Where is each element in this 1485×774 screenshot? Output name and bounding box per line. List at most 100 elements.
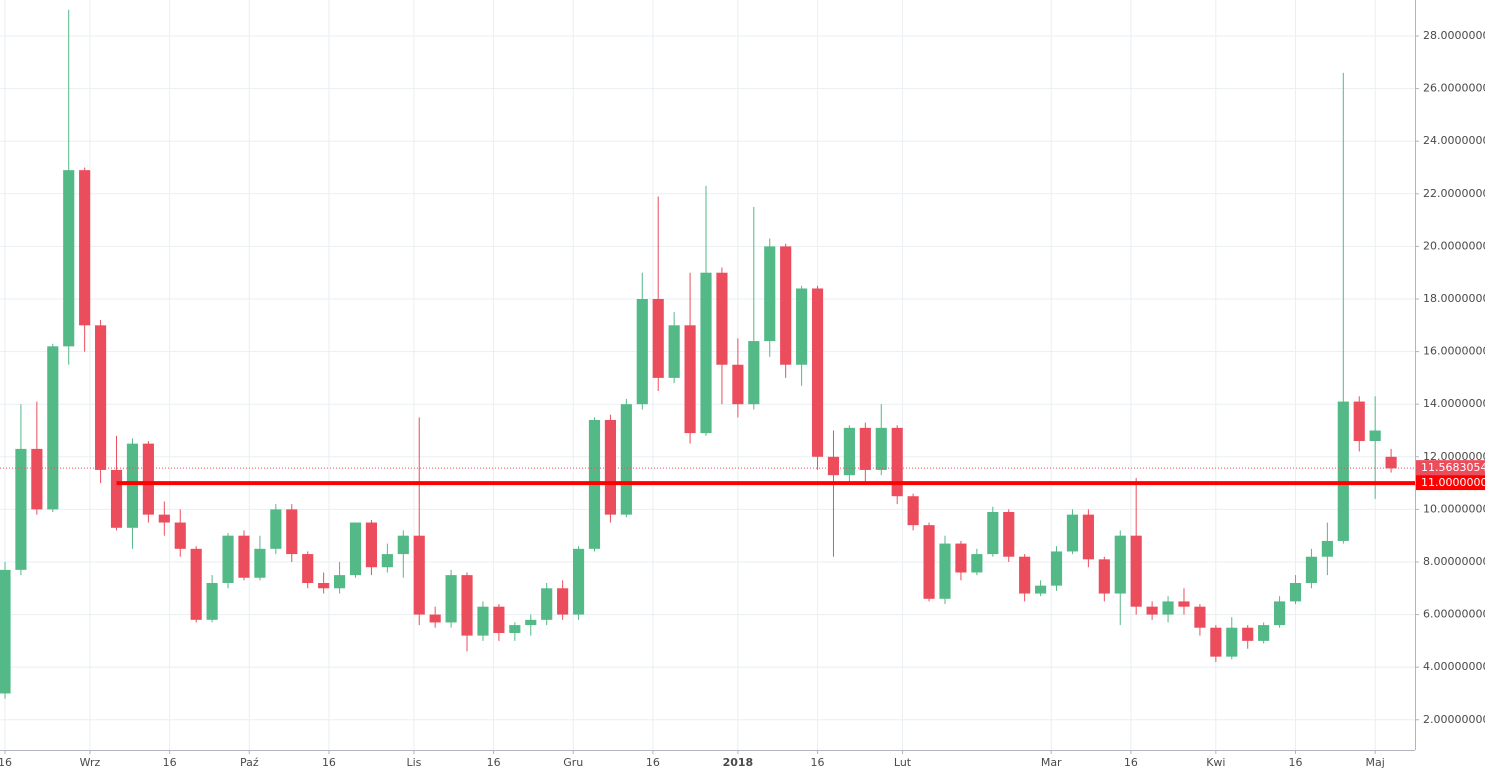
candle — [1082, 509, 1094, 568]
candle — [732, 338, 744, 418]
y-tick-label: 10.00000000 — [1423, 502, 1485, 515]
candle-body — [95, 325, 107, 470]
candle-body — [939, 543, 951, 599]
candle-body — [1066, 514, 1079, 552]
candle — [477, 601, 489, 641]
candle — [843, 425, 855, 484]
candle — [254, 535, 266, 581]
y-tick-label: 18.00000000 — [1423, 292, 1485, 305]
x-tick-label: Kwi — [1206, 756, 1225, 769]
candle — [811, 285, 824, 470]
candle-body — [509, 625, 521, 633]
candle-body — [859, 427, 871, 470]
y-tick-label: 22.00000000 — [1423, 187, 1485, 200]
candle — [333, 561, 346, 594]
candle — [158, 501, 170, 536]
candle-body — [1242, 627, 1254, 641]
candle-body — [668, 325, 680, 378]
candle-body — [1258, 625, 1270, 641]
candle — [652, 196, 664, 392]
candle — [620, 398, 632, 518]
candle-body — [875, 427, 887, 470]
candle — [1289, 575, 1302, 605]
candle — [907, 493, 919, 531]
candle-body — [1194, 606, 1206, 628]
candle — [31, 401, 43, 515]
candle-body — [333, 575, 346, 589]
candle — [47, 343, 59, 513]
candle — [1321, 522, 1333, 576]
candle-body — [1003, 512, 1015, 557]
candle — [1019, 554, 1031, 602]
candle-body — [652, 299, 664, 378]
candle — [493, 604, 505, 641]
candle-body — [47, 346, 59, 510]
candle — [302, 551, 314, 589]
candle — [1130, 477, 1142, 615]
candle — [1114, 530, 1126, 626]
candle — [397, 530, 409, 578]
candle — [190, 546, 202, 623]
candle — [270, 504, 282, 555]
candle-body — [604, 419, 616, 515]
candle — [413, 417, 425, 626]
candle — [827, 430, 840, 557]
candle-body — [493, 606, 505, 633]
candle — [1146, 601, 1158, 620]
candle-body — [748, 341, 760, 405]
candle-body — [764, 246, 776, 342]
candle — [1162, 596, 1174, 623]
candle-body — [1035, 585, 1047, 594]
candle — [1273, 596, 1286, 628]
candle — [923, 522, 935, 602]
candle-body — [1210, 627, 1222, 657]
candle — [15, 404, 27, 576]
candle-body — [796, 288, 808, 365]
x-tick-label: Paź — [240, 756, 259, 769]
x-tick-label: 16 — [0, 756, 12, 769]
candle-body — [142, 443, 154, 515]
candle — [859, 422, 871, 484]
candle — [1050, 546, 1063, 591]
last-price-label: 11.56830540 — [1421, 461, 1485, 474]
x-tick-label: 16 — [487, 756, 501, 769]
candle — [971, 548, 983, 576]
y-tick-label: 28.00000000 — [1423, 29, 1485, 42]
candle — [780, 243, 792, 378]
y-tick-label: 20.00000000 — [1423, 239, 1485, 252]
candle-body — [1321, 540, 1333, 557]
candle-body — [477, 606, 489, 636]
candle — [1258, 622, 1270, 644]
candle-body — [1098, 559, 1110, 594]
candle — [1194, 604, 1206, 636]
y-tick-label: 16.00000000 — [1423, 345, 1485, 358]
candle — [286, 504, 298, 562]
x-tick-label: 16 — [163, 756, 177, 769]
candle-body — [987, 512, 999, 555]
candle — [604, 414, 616, 523]
candle-body — [63, 170, 75, 347]
level-tag — [1416, 475, 1485, 491]
candle — [875, 404, 887, 476]
candle-body — [1385, 456, 1397, 469]
candle-body — [811, 288, 824, 457]
candle-body — [302, 554, 314, 584]
candle — [349, 522, 362, 578]
candle — [525, 614, 537, 636]
x-tick-label: 16 — [646, 756, 660, 769]
candle — [0, 561, 11, 699]
candle-body — [15, 448, 27, 570]
x-tick-label: Mar — [1041, 756, 1062, 769]
candle — [206, 575, 218, 623]
candle-body — [318, 583, 330, 589]
candle-body — [700, 272, 712, 434]
candle-body — [1019, 556, 1031, 594]
candle — [365, 519, 378, 576]
y-tick-label: 26.00000000 — [1423, 82, 1485, 95]
x-tick-label: 2018 — [723, 756, 754, 769]
y-tick-label: 24.00000000 — [1423, 134, 1485, 147]
candle-body — [891, 427, 903, 497]
candle-body — [541, 588, 553, 620]
candle-body — [365, 522, 378, 568]
candle — [1210, 625, 1222, 662]
